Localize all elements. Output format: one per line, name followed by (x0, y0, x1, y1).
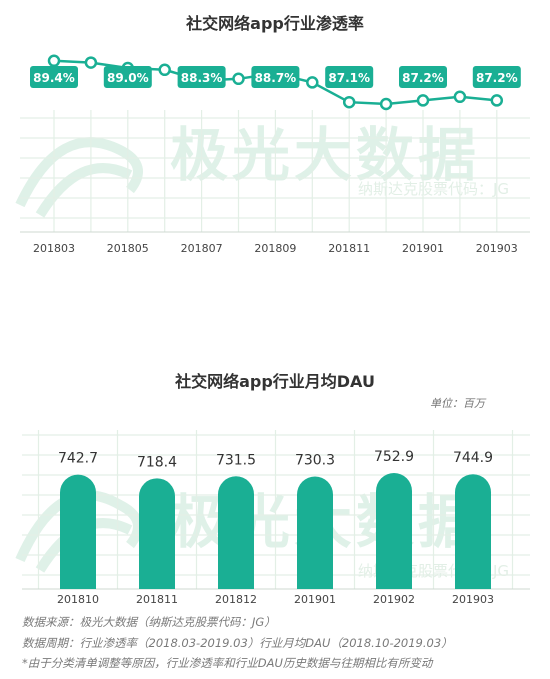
bar (139, 478, 175, 589)
data-label-box (177, 66, 226, 88)
line-chart-title: 社交网络app行业渗透率 (186, 14, 364, 33)
bar-value-label: 730.3 (295, 452, 335, 468)
x-tick-label: 201903 (476, 242, 518, 255)
data-label: 88.3% (181, 71, 223, 85)
bar-value-label: 742.7 (58, 451, 98, 467)
x-tick-label: 201902 (373, 593, 415, 606)
footer-disclaimer: *由于分类清单调整等原因，行业渗透率和行业DAU历史数据与往期相比有所变动 (22, 656, 433, 670)
x-tick-label: 201901 (294, 593, 336, 606)
data-point (47, 54, 61, 68)
footer-source: 数据来源：极光大数据（纳斯达克股票代码：JG） (22, 615, 276, 629)
data-point (306, 76, 319, 89)
bar (376, 473, 412, 589)
data-label: 87.2% (402, 71, 444, 85)
bar-value-label: 744.9 (453, 450, 493, 466)
x-tick-label: 201807 (181, 242, 223, 255)
bar (455, 474, 491, 589)
bar (60, 474, 96, 589)
data-label-box (325, 66, 374, 88)
x-tick-label: 201811 (136, 593, 178, 606)
bar-value-label: 718.4 (137, 454, 177, 470)
data-point (379, 97, 393, 111)
footer-period: 数据周期：行业渗透率（2018.03-2019.03）行业月均DAU（2018.… (22, 636, 453, 650)
x-tick-label: 201810 (57, 593, 99, 606)
data-point (490, 94, 504, 107)
data-label: 89.0% (107, 71, 149, 85)
bar-value-label: 731.5 (216, 452, 256, 468)
data-point (342, 95, 356, 109)
data-label-box (399, 66, 447, 88)
data-point (453, 90, 467, 104)
x-tick-label: 201809 (254, 242, 296, 255)
data-label-box (251, 66, 300, 88)
watermark-stock-1: 纳斯达克股票代码：JG (358, 180, 510, 198)
unit-label: 单位：百万 (430, 397, 485, 410)
bar-value-label: 752.9 (374, 449, 414, 465)
x-tick-label: 201803 (33, 242, 75, 255)
data-label-box (472, 66, 521, 88)
x-tick-label: 201812 (215, 593, 257, 606)
data-label-box (103, 66, 152, 88)
bar (218, 476, 254, 589)
data-point (416, 94, 430, 107)
data-point (158, 63, 171, 77)
data-label-box (30, 66, 78, 88)
data-label: 89.4% (33, 71, 75, 85)
data-label: 88.7% (255, 71, 297, 85)
bar (297, 476, 333, 589)
x-tick-label: 201903 (452, 593, 494, 606)
data-point (232, 72, 245, 86)
x-tick-label: 201811 (328, 242, 370, 255)
data-label: 87.2% (476, 71, 518, 85)
x-tick-label: 201805 (107, 242, 149, 255)
data-point (84, 56, 98, 69)
data-label: 87.1% (328, 71, 370, 85)
x-tick-label: 201901 (402, 242, 444, 255)
bar-chart-title: 社交网络app行业月均DAU (175, 372, 375, 391)
